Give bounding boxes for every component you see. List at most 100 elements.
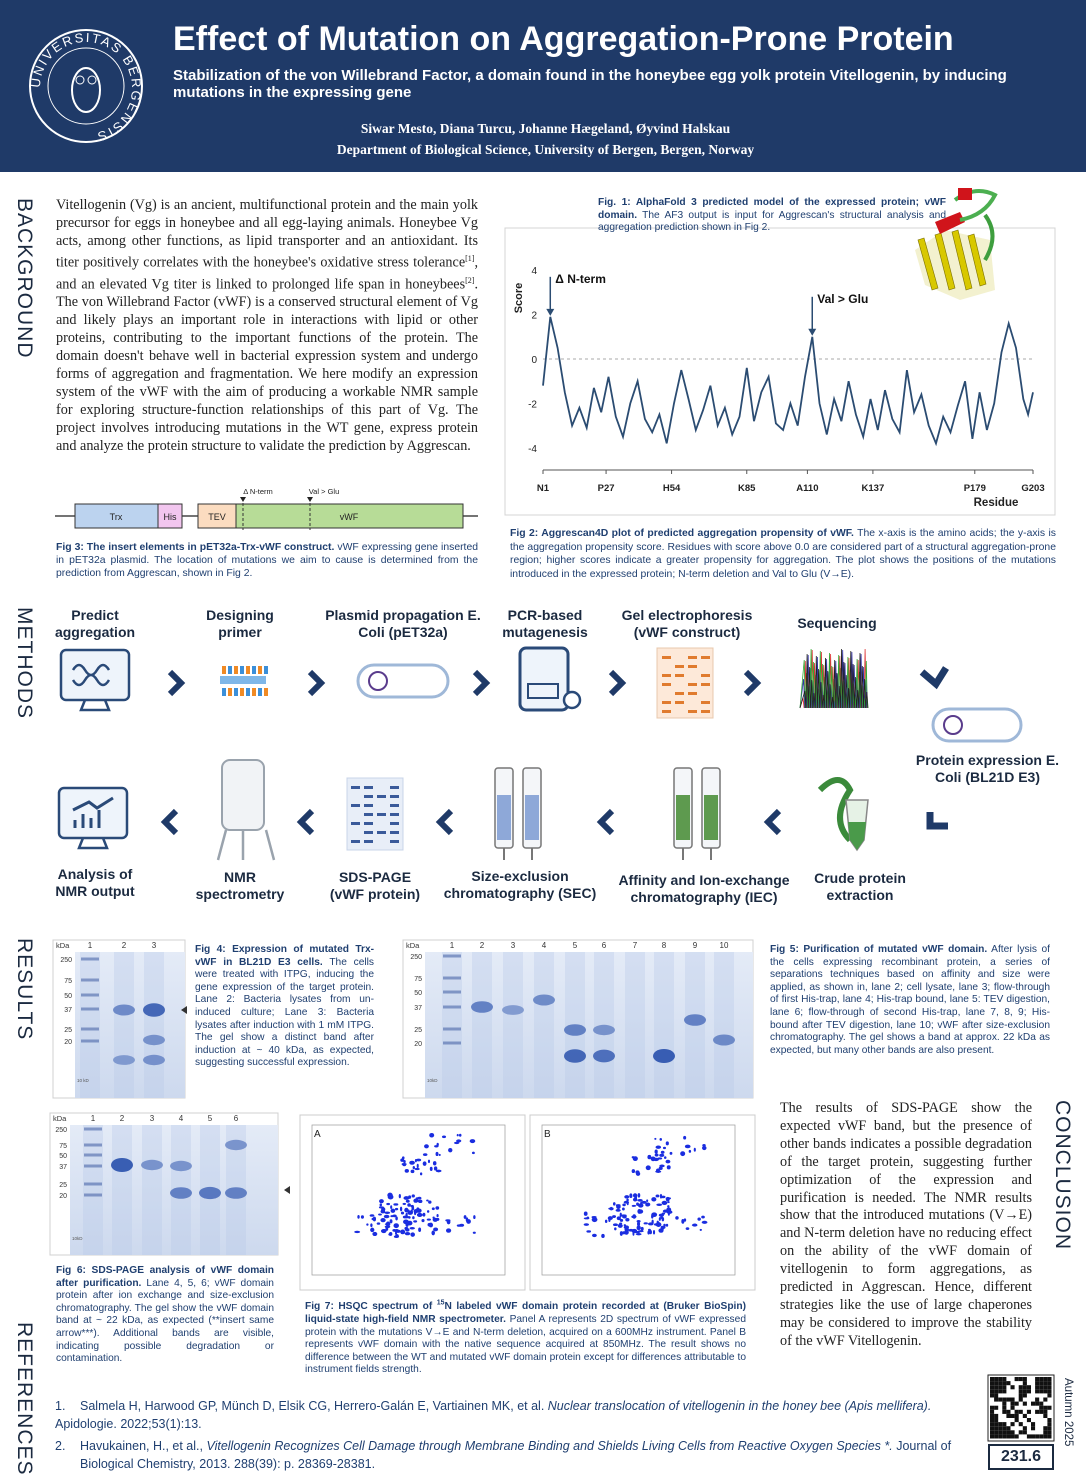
gel-band <box>143 1054 165 1066</box>
y-axis-title: Score <box>513 283 525 314</box>
qr-cell <box>1018 1397 1023 1402</box>
qr-cell <box>1039 1389 1044 1394</box>
marker-label: 37 <box>414 1005 422 1012</box>
qr-cell <box>1014 1413 1019 1418</box>
caption-title: Fig 7: HSQC spectrum of 15N labeled vWF … <box>305 1300 746 1325</box>
qr-cell <box>1047 1434 1052 1439</box>
ladder-band <box>84 1164 102 1168</box>
nmr-plot <box>541 1124 736 1276</box>
qr-cell <box>1022 1389 1027 1394</box>
nmr-peak <box>386 1202 391 1206</box>
authors: Siwar Mesto, Diana Turcu, Johanne Hægela… <box>360 121 731 136</box>
qr-cell <box>1002 1397 1007 1402</box>
qr-cell <box>1014 1434 1019 1439</box>
title: Effect of Mutation on Aggregation-Prone … <box>173 20 954 58</box>
nmr-peak <box>413 1210 417 1216</box>
icon <box>246 688 250 696</box>
nmr-peak <box>401 1156 405 1160</box>
gel-band <box>713 1034 735 1046</box>
qr-cell <box>990 1422 995 1427</box>
lane-label: 4 <box>542 941 547 950</box>
fig3-caption: Fig 3: The insert elements in pET32a-Trx… <box>56 541 478 580</box>
x-tick-label: K137 <box>862 483 885 494</box>
icon <box>390 786 399 789</box>
icon <box>701 674 710 677</box>
nmr-peak <box>675 1216 679 1220</box>
icon <box>364 840 373 843</box>
qr-cell <box>990 1434 995 1439</box>
nmr-peak <box>411 1194 415 1198</box>
qr-cell <box>1010 1434 1015 1439</box>
nmr-peak <box>688 1149 692 1153</box>
ladder-band <box>81 978 99 982</box>
icon <box>662 656 671 659</box>
ref-authors: Salmela H, Harwood GP, Münch D, Elsik CG… <box>80 1399 545 1413</box>
nmr-peak <box>659 1138 662 1141</box>
nmr-peak <box>591 1217 598 1223</box>
nmr-peak <box>683 1218 687 1222</box>
qr-cell <box>1014 1401 1019 1406</box>
nmr-peak <box>404 1215 411 1219</box>
nmr-peak <box>629 1193 633 1199</box>
nmr-peak <box>429 1132 435 1138</box>
qr-cell <box>1039 1381 1044 1386</box>
nmr-peak <box>641 1200 647 1204</box>
logo-eye <box>75 75 85 85</box>
ladder-band <box>81 993 99 997</box>
nmr-peak <box>370 1227 375 1233</box>
icon <box>527 683 559 699</box>
nmr-peak <box>404 1232 411 1236</box>
qr-cell <box>1047 1381 1052 1386</box>
nmr-peak <box>404 1169 409 1173</box>
y-tick-label: 2 <box>531 311 537 322</box>
subtitle: Stabilization of the von Willebrand Fact… <box>173 67 1007 101</box>
gel-band <box>564 1049 586 1063</box>
icon <box>390 831 399 834</box>
nmr-peak <box>661 1200 668 1206</box>
nmr-peak <box>680 1151 686 1157</box>
lane-label: 6 <box>602 941 607 950</box>
chevron <box>435 808 454 836</box>
nmr-peak <box>445 1228 452 1233</box>
marker-label: 75 <box>59 1143 67 1150</box>
gel-arrow <box>181 1006 187 1014</box>
nmr-peak <box>422 1153 428 1156</box>
nmr-peak <box>400 1229 406 1235</box>
ladder-band <box>443 1027 461 1031</box>
nmr-peak <box>371 1217 375 1221</box>
marker-label: 75 <box>414 976 422 983</box>
nmr-peak <box>435 1206 440 1210</box>
lane-label: 9 <box>693 941 698 950</box>
icon <box>390 795 399 798</box>
nmr-peak <box>405 1199 410 1203</box>
qr-cell <box>1018 1409 1023 1414</box>
nmr-peak <box>431 1230 435 1236</box>
qr-cell <box>1018 1385 1023 1390</box>
nmr-peak <box>632 1231 635 1236</box>
qr-cell <box>1022 1385 1027 1390</box>
qr-cell <box>998 1434 1003 1439</box>
gel-band <box>593 1024 615 1036</box>
nmr-peak <box>615 1208 621 1212</box>
qr-cell <box>1002 1401 1007 1406</box>
ladder-band <box>443 990 461 994</box>
nmr-peak <box>624 1195 630 1199</box>
caption-title: Fig 2: Aggrescan4D plot of predicted agg… <box>510 528 854 539</box>
nmr-peak <box>402 1202 407 1205</box>
nmr-peak <box>636 1225 641 1231</box>
icon <box>221 759 265 831</box>
nmr-peak <box>473 1215 476 1220</box>
caption-title: Fig 3: The insert elements in pET32a-Trx… <box>56 542 335 553</box>
qr-cell <box>994 1418 999 1423</box>
nmr-peak <box>604 1219 608 1224</box>
qr-cell <box>1035 1385 1040 1390</box>
ladder-band <box>84 1193 102 1197</box>
gel-band <box>143 1034 165 1046</box>
header-bg <box>0 0 1086 172</box>
qr-cell <box>1002 1409 1007 1414</box>
y-tick-label: 4 <box>531 266 537 277</box>
chevron <box>919 666 949 690</box>
nmr-peak <box>403 1219 409 1225</box>
qr-cell <box>1035 1381 1040 1386</box>
chevron <box>167 669 186 697</box>
